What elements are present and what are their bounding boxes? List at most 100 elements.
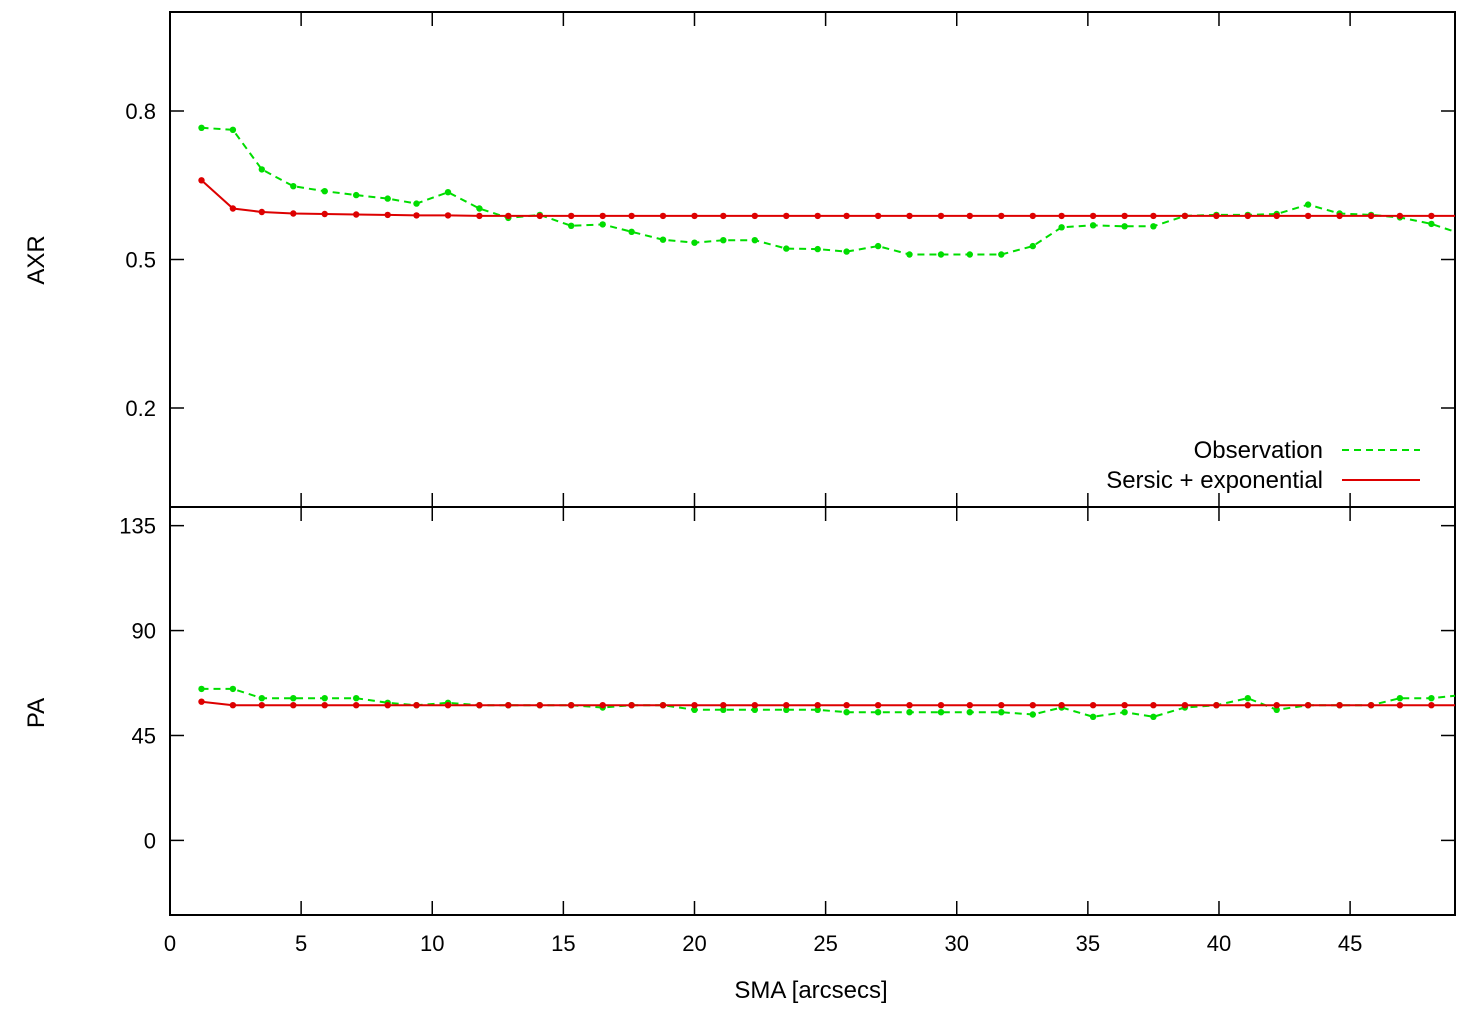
pa-panel: 0 45 90 135 0 5 10 15 20 25 30 35 40 45 bbox=[119, 506, 1456, 956]
pa-observation-point bbox=[874, 709, 882, 716]
pa-observation-point bbox=[906, 709, 913, 716]
pa-ytick-label: 45 bbox=[132, 723, 156, 748]
axr-observation-point bbox=[353, 191, 360, 199]
axr-model-point bbox=[874, 212, 882, 220]
axr-model-point bbox=[1150, 212, 1157, 220]
pa-model-point bbox=[599, 702, 606, 709]
sma-xtick-label: 15 bbox=[551, 931, 575, 956]
pa-observation-line bbox=[201, 687, 1456, 718]
pa-observation-point bbox=[814, 706, 821, 713]
axr-model-point bbox=[937, 212, 945, 220]
axr-observation-point bbox=[966, 251, 973, 258]
pa-model-point bbox=[568, 702, 575, 709]
pa-plot-frame bbox=[169, 506, 1456, 916]
axr-model-point bbox=[1213, 212, 1220, 220]
pa-model-point bbox=[476, 702, 483, 709]
axr-model-point bbox=[1089, 212, 1097, 220]
axr-model-point bbox=[783, 212, 790, 220]
pa-observation-point bbox=[1273, 706, 1280, 713]
axr-observation-point bbox=[229, 126, 237, 133]
axr-model-point bbox=[536, 212, 543, 220]
pa-observation-point bbox=[321, 695, 328, 702]
axr-observation-point bbox=[814, 245, 821, 253]
axr-model-point bbox=[843, 212, 850, 220]
pa-model-point bbox=[966, 702, 973, 709]
pa-model-point bbox=[536, 702, 543, 709]
pa-model-point bbox=[783, 702, 790, 709]
axr-observation-point bbox=[1150, 223, 1157, 230]
axr-observation-point bbox=[198, 124, 205, 131]
pa-model-point bbox=[814, 702, 821, 709]
pa-observation-point bbox=[1244, 695, 1252, 702]
axr-model-point bbox=[229, 205, 237, 212]
axr-model-line bbox=[200, 179, 1455, 217]
pa-model-point bbox=[998, 702, 1005, 709]
pa-model-point bbox=[1089, 702, 1097, 709]
axr-model-point bbox=[198, 177, 205, 184]
pa-observation-point bbox=[198, 685, 205, 693]
axr-observation-point bbox=[1058, 224, 1065, 231]
axr-model-point bbox=[659, 212, 667, 220]
sma-xtick-label: 25 bbox=[813, 931, 837, 956]
axr-observation-point bbox=[906, 251, 913, 258]
axr-model-point bbox=[998, 212, 1005, 220]
sma-xtick-label: 0 bbox=[164, 931, 176, 956]
pa-model-point bbox=[1244, 702, 1252, 709]
axr-axis-label: AXR bbox=[23, 235, 50, 284]
axr-observation-point bbox=[1121, 223, 1128, 230]
axr-ytick-label: 0.2 bbox=[125, 396, 156, 421]
pa-model-point bbox=[628, 702, 635, 709]
pa-observation-point bbox=[1029, 711, 1037, 718]
axr-model-point bbox=[1058, 212, 1065, 220]
legend: Observation Sersic + exponential bbox=[1106, 437, 1420, 494]
pa-model-point bbox=[751, 702, 758, 709]
axr-model-point bbox=[1336, 212, 1343, 220]
axr-model-point bbox=[1029, 212, 1037, 220]
sma-xtick-label: 20 bbox=[682, 931, 706, 956]
pa-model-point bbox=[1396, 702, 1404, 709]
axr-observation-point bbox=[413, 200, 420, 207]
pa-observation-point bbox=[843, 709, 850, 716]
pa-model-point bbox=[1304, 702, 1312, 709]
pa-observation-point bbox=[998, 709, 1005, 716]
axr-observation-point bbox=[628, 228, 635, 235]
pa-model-point bbox=[659, 702, 667, 709]
axr-model-point bbox=[290, 210, 297, 217]
axr-model-point bbox=[444, 212, 452, 219]
pa-ytick-label: 0 bbox=[144, 828, 156, 853]
axr-observation-point bbox=[998, 251, 1005, 258]
axr-observation-point bbox=[691, 239, 698, 246]
axr-model-point bbox=[1181, 212, 1189, 220]
pa-observation-point bbox=[720, 706, 727, 713]
pa-model-point bbox=[444, 702, 452, 709]
axr-observation-point bbox=[720, 237, 727, 244]
axr-model-point bbox=[1304, 212, 1312, 220]
axr-observation-point bbox=[384, 195, 391, 202]
axr-observation-point bbox=[1428, 220, 1435, 228]
axr-observation-point bbox=[258, 166, 265, 173]
pa-axis-label: PA bbox=[23, 698, 50, 728]
pa-observation-point bbox=[290, 695, 297, 702]
axr-observation-point bbox=[444, 189, 452, 196]
axr-model-point bbox=[1121, 212, 1128, 220]
pa-model-point bbox=[720, 702, 727, 709]
pa-observation-point bbox=[691, 706, 698, 713]
axr-model-point bbox=[505, 212, 512, 220]
sma-xtick-label: 40 bbox=[1207, 931, 1231, 956]
pa-observation-point bbox=[1428, 695, 1435, 702]
axr-model-point bbox=[353, 211, 360, 218]
axr-observation-point bbox=[937, 251, 945, 258]
pa-observation-point bbox=[229, 685, 237, 693]
axr-observation-point bbox=[874, 242, 882, 250]
axr-plot-frame bbox=[169, 11, 1456, 508]
pa-model-point bbox=[906, 702, 913, 709]
axr-model-point bbox=[476, 212, 483, 220]
pa-ytick-label: 90 bbox=[132, 619, 156, 644]
axr-model-point bbox=[568, 212, 575, 220]
axr-ytick-label: 0.8 bbox=[125, 99, 156, 124]
axr-panel: 0.2 0.5 0.8 bbox=[125, 11, 1456, 508]
axr-model-point bbox=[691, 212, 698, 220]
sma-axis-label: SMA [arcsecs] bbox=[734, 977, 887, 1004]
axr-model-point bbox=[413, 212, 420, 219]
